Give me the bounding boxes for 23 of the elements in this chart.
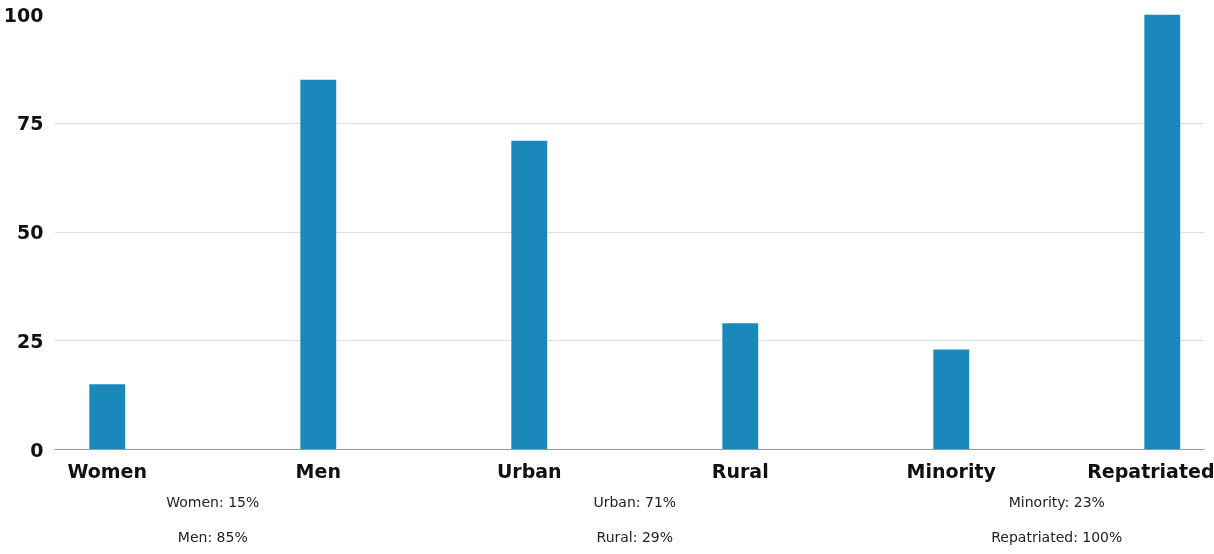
- text: Minority: 23%: [1008, 494, 1105, 510]
- x-tick-label: Minority: [906, 459, 997, 482]
- y-tick-label: 100: [3, 3, 44, 26]
- bar: [300, 79, 337, 450]
- bar: [89, 384, 126, 450]
- bar: [511, 140, 548, 450]
- text: Repatriated: 100%: [991, 529, 1123, 545]
- x-tick-label: Men: [295, 459, 341, 482]
- bar: [1144, 14, 1181, 450]
- y-tick-label: 75: [17, 112, 44, 135]
- x-tick-label: Repatriated: [1087, 459, 1214, 482]
- text: Urban: 71%: [593, 494, 677, 510]
- bar: [933, 349, 970, 450]
- x-tick-label: Urban: [496, 459, 562, 482]
- x-tick-label: Rural: [711, 459, 769, 482]
- x-tick-label: Women: [67, 459, 148, 482]
- y-tick-label: 0: [30, 438, 44, 461]
- y-tick-label: 50: [17, 221, 44, 243]
- text: Rural: 29%: [596, 529, 674, 545]
- text: Women: 15%: [166, 494, 260, 510]
- text: Men: 85%: [177, 529, 248, 545]
- bar: [722, 323, 759, 450]
- y-tick-label: 25: [17, 329, 44, 352]
